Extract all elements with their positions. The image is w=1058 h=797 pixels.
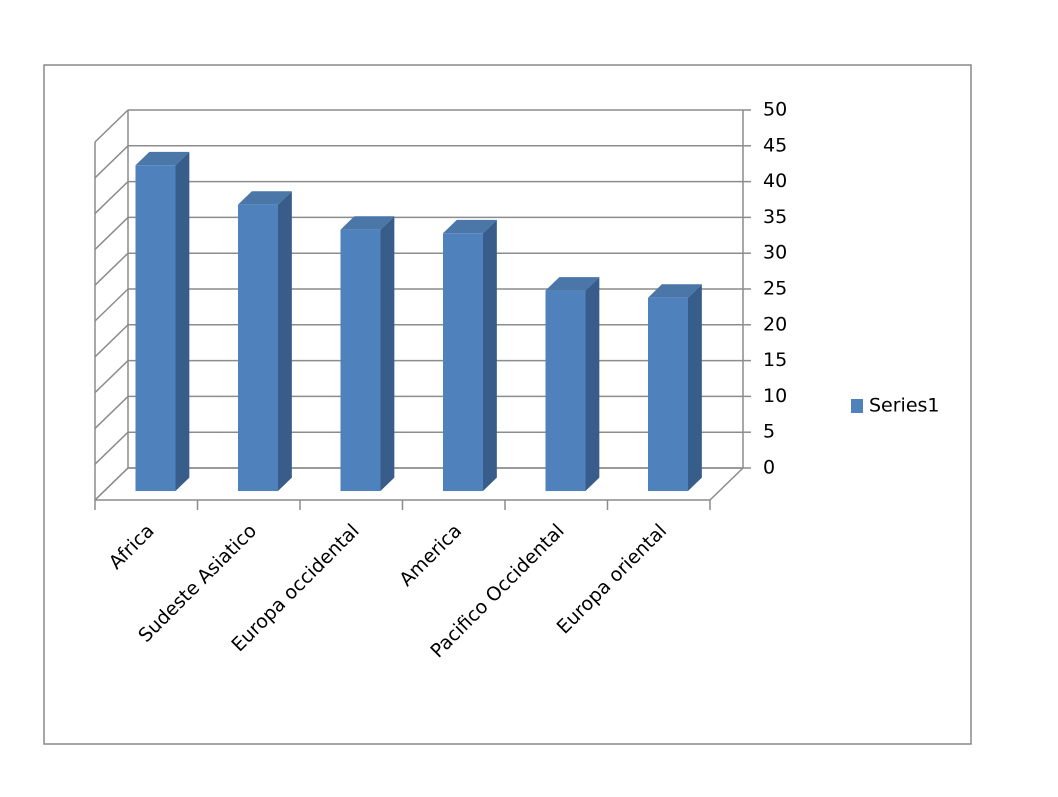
grid-line <box>94 145 129 179</box>
legend-swatch <box>851 399 863 413</box>
bar-side <box>687 284 702 492</box>
y-tick-label: 10 <box>763 385 787 407</box>
y-tick-label: 35 <box>763 206 787 228</box>
bar <box>237 204 278 492</box>
bar-side <box>585 277 600 492</box>
y-tick-label: 25 <box>763 278 787 300</box>
bar-top <box>135 151 190 166</box>
bar-top <box>647 284 702 298</box>
y-tick-label: 30 <box>763 242 787 264</box>
grid-line <box>94 467 129 501</box>
y-tick-label: 40 <box>763 170 787 192</box>
grid-line <box>94 324 129 358</box>
bar <box>340 229 381 492</box>
bar-top <box>442 219 497 234</box>
bar-side <box>277 191 292 492</box>
legend-label: Series1 <box>869 395 940 417</box>
y-tick-label: 0 <box>763 457 775 479</box>
y-tick-label: 45 <box>763 134 787 156</box>
bar <box>442 233 483 492</box>
grid-line <box>94 252 129 286</box>
bar-side <box>175 151 190 492</box>
bar-top <box>340 216 395 230</box>
chart-frame <box>43 64 972 745</box>
bar <box>647 297 688 492</box>
y-tick-label: 20 <box>763 313 787 335</box>
grid-line <box>94 431 129 465</box>
y-tick-label: 15 <box>763 349 787 371</box>
bar-top <box>237 191 292 205</box>
bar-side <box>482 219 497 492</box>
grid-line <box>94 109 129 143</box>
grid-line <box>94 288 129 322</box>
bar <box>135 165 176 492</box>
bar-top <box>545 277 600 291</box>
bar <box>545 290 586 492</box>
y-tick-label: 50 <box>763 99 787 121</box>
y-tick-label: 5 <box>763 421 775 443</box>
grid-line <box>94 181 129 215</box>
grid-line <box>94 395 129 429</box>
bar-side <box>380 216 395 492</box>
grid-line <box>94 216 129 250</box>
grid-line <box>94 360 129 394</box>
